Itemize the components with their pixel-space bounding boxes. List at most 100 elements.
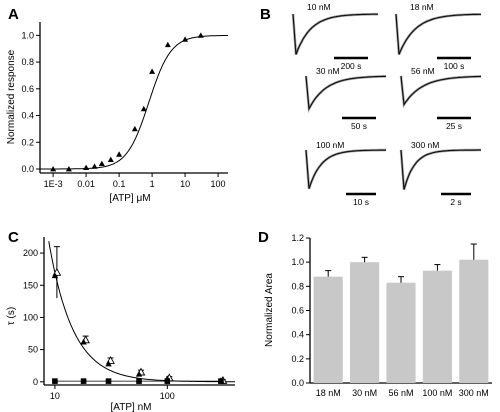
panel-d-bar bbox=[350, 262, 380, 383]
panel-d-y-label: Normalized Area bbox=[264, 273, 275, 347]
panel-c-filled-triangle bbox=[135, 370, 143, 377]
panel-c-y-tick-label: 150 bbox=[23, 280, 38, 290]
panel-letter-c: C bbox=[8, 229, 19, 246]
panel-letter-a: A bbox=[8, 6, 19, 23]
panel-d-y-tick-label: 1.0 bbox=[291, 257, 304, 267]
trace-fit bbox=[305, 149, 386, 189]
trace-scale-label: 100 s bbox=[444, 61, 465, 71]
trace-scale-label: 200 s bbox=[341, 61, 362, 71]
panel-a-y-label: Normalized response bbox=[6, 49, 17, 144]
panel-c-x-label: [ATP] nM bbox=[111, 402, 152, 412]
panel-d-bar bbox=[313, 276, 343, 383]
trace-scale-label: 10 s bbox=[353, 197, 369, 207]
panel-d-y-tick-label: 0.2 bbox=[291, 354, 304, 364]
panel-d-bar bbox=[459, 259, 489, 383]
panel-c-square bbox=[218, 378, 224, 384]
panel-c-square bbox=[136, 378, 142, 384]
panel-a-y-tick-label: 0.4 bbox=[21, 111, 34, 121]
panel-d-y-tick-label: 0.4 bbox=[291, 330, 304, 340]
panel-a-data-point bbox=[197, 32, 204, 38]
panel-c-y-tick-label: 200 bbox=[23, 248, 38, 258]
panel-b-trace-2: 18 nM 100 s bbox=[394, 2, 481, 71]
panel-c: C 10 100 0 50 100 150 200 [ATP] nM τ (s) bbox=[6, 229, 235, 412]
panel-c-y-tick-label: 0 bbox=[33, 377, 38, 387]
panel-a-points bbox=[50, 32, 204, 172]
panel-a-data-point bbox=[50, 165, 57, 172]
panel-d-y-tick-label: 1.2 bbox=[291, 233, 304, 243]
panel-c-square bbox=[105, 378, 112, 384]
panel-c-y-label: τ (s) bbox=[6, 307, 17, 325]
trace-gray bbox=[304, 75, 387, 114]
panel-a-data-point bbox=[65, 165, 72, 172]
panel-c-square bbox=[52, 378, 58, 384]
trace-fit bbox=[395, 13, 481, 55]
panel-letter-d: D bbox=[258, 229, 269, 246]
panel-d-y-tick-label: 0.6 bbox=[291, 306, 304, 316]
panel-d-bar bbox=[422, 270, 452, 383]
panel-a-data-point bbox=[83, 164, 90, 171]
trace-concentration-label: 10 nM bbox=[307, 2, 331, 12]
panel-c-x-tick-label: 10 bbox=[50, 391, 60, 401]
trace-concentration-label: 30 nM bbox=[316, 66, 340, 76]
trace-concentration-label: 56 nM bbox=[411, 66, 435, 76]
panel-a-x-tick-label: 0.01 bbox=[77, 179, 95, 189]
panel-letter-b: B bbox=[260, 6, 271, 23]
trace-gray bbox=[399, 148, 481, 190]
panel-a-x-tick-label: 1E-3 bbox=[44, 179, 63, 189]
panel-c-filled-triangle bbox=[105, 360, 112, 367]
panel-a-y-tick-label: 0.2 bbox=[21, 137, 34, 147]
panel-a-data-point bbox=[182, 36, 189, 42]
panel-b-traces: 10 nM 200 s 18 nM 100 s 30 nM 50 s 56 nM 25 s 10… bbox=[291, 2, 482, 207]
panel-d-category-label: 18 nM bbox=[316, 388, 341, 398]
panel-c-square bbox=[80, 378, 87, 384]
trace-fit bbox=[305, 75, 387, 111]
panel-a-x-label: [ATP] μM bbox=[109, 193, 150, 204]
panel-b-trace-6: 300 nM 2 s bbox=[399, 140, 481, 207]
panel-a-y-tick-label: 1.0 bbox=[21, 30, 34, 40]
panel-b-trace-3: 30 nM 50 s bbox=[304, 66, 387, 131]
panel-a-data-point bbox=[98, 160, 105, 167]
trace-fit bbox=[400, 75, 482, 107]
panel-a-data-point bbox=[131, 125, 138, 132]
panel-d-y-tick-label: 0.0 bbox=[291, 378, 304, 388]
panel-b: B 10 nM 200 s 18 nM 100 s 30 nM 50 s 56 nM 25 s… bbox=[260, 2, 482, 207]
trace-concentration-label: 18 nM bbox=[410, 2, 434, 12]
panel-c-filled-triangle bbox=[80, 338, 87, 345]
panel-a-y-tick-label: 0.0 bbox=[21, 164, 34, 174]
trace-fit bbox=[292, 13, 378, 55]
panel-c-fit-curve bbox=[48, 241, 235, 383]
panel-a-data-point bbox=[91, 163, 98, 169]
panel-c-x-tick-label: 100 bbox=[160, 391, 175, 401]
panel-d: D 0.00.20.40.60.81.01.2 Normalized Area … bbox=[258, 229, 492, 398]
panel-a-y-tick-label: 0.8 bbox=[21, 57, 34, 67]
trace-scale-label: 50 s bbox=[351, 121, 367, 131]
panel-a-data-point bbox=[116, 151, 123, 157]
panel-a-data-point bbox=[164, 41, 171, 48]
panel-d-ticks: 0.0 0.2 0.4 0.6 0.8 1.0 1.2 bbox=[291, 233, 310, 388]
panel-d-category-label: 56 nM bbox=[388, 388, 413, 398]
panel-a-y-tick-label: 0.6 bbox=[21, 84, 34, 94]
panel-d-category-label: 30 nM bbox=[352, 388, 377, 398]
trace-concentration-label: 100 nM bbox=[316, 140, 344, 150]
panel-c-y-tick-label: 50 bbox=[28, 345, 38, 355]
panel-c-points bbox=[51, 246, 228, 384]
panel-a-fit-curve bbox=[40, 35, 228, 170]
panel-b-trace-5: 100 nM 10 s bbox=[304, 140, 386, 207]
panel-c-square bbox=[164, 378, 171, 384]
panel-a-ticks: 1E-3 0.01 0.1 1 10 100 0.0 0.2 0.4 0.6 0.8 1.0 bbox=[21, 30, 225, 189]
panel-a-x-tick-label: 100 bbox=[211, 179, 226, 189]
panel-b-trace-4: 56 nM 25 s bbox=[399, 66, 482, 131]
panel-c-ticks: 10 100 0 50 100 150 200 bbox=[23, 248, 175, 401]
panel-a-data-point bbox=[149, 68, 156, 74]
panel-a-fit-line bbox=[40, 35, 228, 170]
trace-concentration-label: 300 nM bbox=[411, 140, 439, 150]
trace-gray bbox=[394, 13, 481, 56]
panel-a-x-tick-label: 1 bbox=[150, 179, 155, 189]
panel-d-bars: 18 nM 30 nM 56 nM 100 nM 300 nM bbox=[313, 243, 489, 398]
panel-b-trace-1: 10 nM 200 s bbox=[291, 2, 378, 71]
panel-c-filled-triangle bbox=[51, 272, 59, 279]
panel-a: A 1E-3 0.01 0.1 1 10 100 0.0 0.2 0.4 0.6 0.8 1.0 [A… bbox=[6, 6, 228, 204]
panel-d-category-label: 300 nM bbox=[459, 388, 489, 398]
